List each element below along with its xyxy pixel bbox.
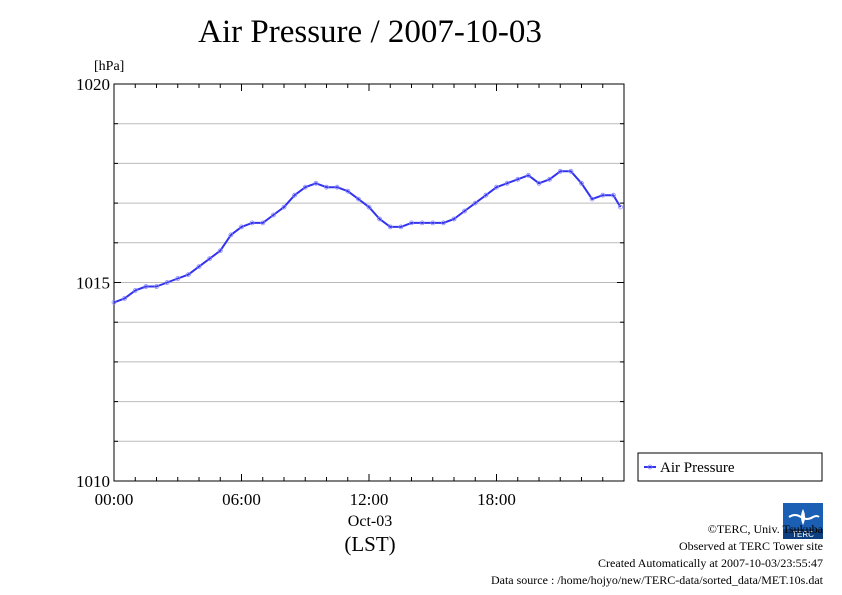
data-point	[398, 224, 404, 230]
data-point	[589, 196, 595, 202]
data-point	[175, 276, 181, 281]
legend: Air Pressure	[637, 452, 823, 482]
data-point	[472, 200, 478, 206]
data-point	[451, 216, 457, 222]
data-point	[430, 220, 436, 226]
data-point	[526, 172, 531, 178]
legend-label: Air Pressure	[660, 460, 735, 476]
credit-site: Observed at TERC Tower site	[678, 539, 823, 553]
data-point	[111, 299, 117, 305]
x-tick-label: 18:00	[477, 490, 516, 509]
series-line-air-pressure	[113, 170, 622, 304]
data-point	[313, 180, 319, 186]
grid-lines	[114, 123, 624, 442]
data-point	[387, 224, 393, 230]
axis-ticks	[113, 83, 625, 482]
legend-marker-swatch	[647, 464, 653, 470]
credit-copyright: ©TERC, Univ. Tsukuba	[707, 522, 823, 536]
data-point	[143, 284, 149, 289]
data-point	[462, 208, 468, 214]
x-axis-title: (LST)	[344, 532, 395, 556]
data-point	[547, 176, 552, 182]
y-tick-label: 1010	[76, 472, 110, 491]
y-tick-label: 1015	[76, 274, 110, 293]
data-point	[132, 287, 138, 293]
axis-labels: [hPa] Oct-03 (LST) 1010 1015 1020 00:00 06:0…	[76, 59, 516, 556]
data-point	[154, 284, 159, 289]
data-point	[440, 220, 446, 226]
data-point	[483, 192, 489, 198]
data-point	[579, 180, 584, 186]
chart-title: Air Pressure / 2007-10-03	[198, 14, 542, 50]
data-point	[536, 180, 542, 186]
data-point	[164, 280, 170, 285]
y-tick-label: 1020	[76, 75, 110, 94]
y-axis-unit-label: [hPa]	[94, 59, 124, 74]
data-point	[207, 256, 213, 262]
data-point	[345, 188, 351, 194]
data-point	[281, 204, 287, 210]
data-point	[419, 220, 425, 226]
data-point	[568, 168, 574, 174]
data-point	[249, 220, 255, 226]
data-point	[260, 220, 266, 226]
data-point	[292, 192, 298, 198]
data-point	[494, 184, 499, 190]
data-point	[324, 184, 329, 190]
data-point	[557, 168, 563, 174]
data-point	[366, 204, 372, 210]
data-point	[600, 192, 606, 198]
data-point	[515, 176, 521, 182]
data-point	[409, 220, 414, 226]
x-tick-label: 06:00	[222, 490, 261, 509]
terc-logo: TERC	[783, 503, 823, 539]
data-point	[355, 196, 361, 202]
series-layer	[111, 168, 623, 305]
credit-created: Created Automatically at 2007-10-03/23:5…	[598, 556, 823, 570]
logo-text: TERC	[792, 530, 814, 539]
credit-data-source: Data source : /home/hojyo/new/TERC-data/…	[490, 573, 823, 587]
legend-box	[637, 452, 823, 482]
data-point	[302, 184, 308, 190]
data-point	[122, 295, 127, 301]
data-point	[217, 248, 223, 254]
data-point	[377, 216, 383, 222]
data-point	[196, 264, 202, 270]
data-point	[185, 272, 191, 278]
data-point	[239, 224, 244, 230]
x-tick-label: 12:00	[350, 490, 389, 509]
data-point	[611, 192, 616, 198]
x-tick-label: 00:00	[95, 490, 134, 509]
data-point	[618, 204, 623, 210]
data-point	[334, 184, 340, 190]
data-point	[504, 180, 510, 186]
data-point	[270, 212, 276, 218]
data-point	[228, 232, 234, 238]
x-axis-date-label: Oct-03	[348, 513, 392, 530]
